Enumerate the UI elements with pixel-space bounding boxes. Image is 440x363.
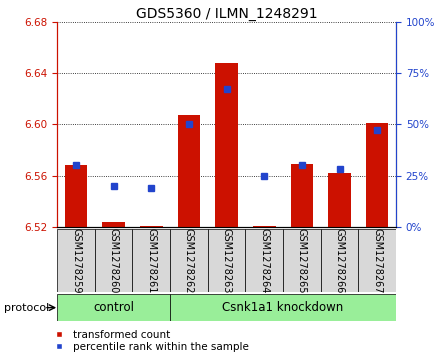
Bar [65,166,87,227]
Bar [95,229,132,292]
Text: GSM1278267: GSM1278267 [372,228,382,293]
Text: GSM1278264: GSM1278264 [259,228,269,293]
Bar [178,115,200,227]
Text: GSM1278261: GSM1278261 [147,228,156,293]
Text: control: control [93,301,134,314]
Text: GSM1278259: GSM1278259 [71,228,81,293]
Text: GSM1278266: GSM1278266 [334,228,345,293]
Bar [358,229,396,292]
Bar [57,294,170,321]
Bar [170,294,396,321]
Bar [170,229,208,292]
Text: GSM1278260: GSM1278260 [109,228,119,293]
Bar [328,173,351,227]
Text: GSM1278265: GSM1278265 [297,228,307,293]
Bar [57,229,95,292]
Bar [253,225,275,227]
Bar [290,164,313,227]
Text: protocol: protocol [4,303,50,313]
Bar [140,225,163,227]
Text: GSM1278262: GSM1278262 [184,228,194,293]
Bar [321,229,358,292]
Bar [246,229,283,292]
Bar [132,229,170,292]
Bar [103,222,125,227]
Bar [366,123,389,227]
Bar [215,63,238,227]
Title: GDS5360 / ILMN_1248291: GDS5360 / ILMN_1248291 [136,7,317,21]
Text: Csnk1a1 knockdown: Csnk1a1 knockdown [223,301,344,314]
Bar [283,229,321,292]
Legend: transformed count, percentile rank within the sample: transformed count, percentile rank withi… [45,326,253,356]
Text: GSM1278263: GSM1278263 [222,228,231,293]
Bar [208,229,246,292]
